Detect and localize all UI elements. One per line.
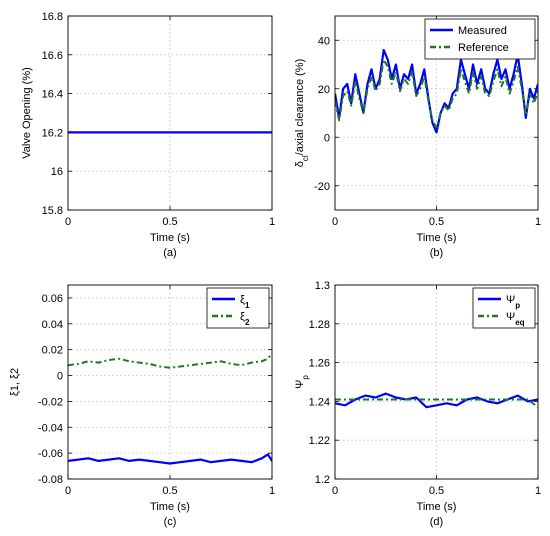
x-axis-label: Time (s) bbox=[417, 232, 457, 244]
x-axis-label: Time (s) bbox=[150, 232, 190, 244]
y-tick-label: 40 bbox=[318, 35, 330, 47]
y-tick-label: -0.08 bbox=[38, 474, 63, 486]
legend-label-main: Ψ bbox=[506, 294, 515, 306]
y-tick-label: 0.04 bbox=[42, 319, 63, 331]
legend-label: Ψp bbox=[506, 294, 520, 310]
y-tick-label: 1.2 bbox=[315, 474, 330, 486]
legend-label-sub: 1 bbox=[245, 301, 250, 310]
x-tick-label: 0.5 bbox=[162, 216, 177, 228]
y-tick-label: 1.26 bbox=[309, 358, 330, 370]
y-tick-label: 16.8 bbox=[42, 11, 63, 23]
legend-label-sub: eq bbox=[515, 318, 524, 327]
y-tick-label: 1.24 bbox=[309, 396, 330, 408]
series-line-series-0 bbox=[335, 392, 538, 409]
subplot-a: 0 0.5 1 15.8 16 16.2 16.4 16.6 16.8 Time (s) (a) Va… bbox=[21, 11, 275, 259]
legend-label-main: Ψ bbox=[506, 311, 515, 323]
subplot-d: 0 0.5 1 1.2 1.22 1.24 1.26 1.28 1.3 Time (s) (d) Ψp… bbox=[294, 280, 541, 528]
legend-label: ξ1 bbox=[240, 294, 250, 310]
subplot-caption: (a) bbox=[163, 247, 176, 259]
y-tick-label: 0.02 bbox=[42, 345, 63, 357]
series-line-series-1 bbox=[68, 352, 272, 369]
legend-label: ξ2 bbox=[240, 311, 250, 327]
legend-label: Measured bbox=[458, 25, 507, 37]
plot-frame bbox=[67, 284, 273, 480]
x-tick-label: 0.5 bbox=[429, 216, 444, 228]
series-line-series-0 bbox=[68, 453, 272, 465]
y-axis-label-main: Ψ bbox=[294, 380, 306, 389]
y-tick-label: 0.06 bbox=[42, 293, 63, 305]
series-line-series-1 bbox=[335, 58, 538, 129]
x-axis-label: Time (s) bbox=[150, 501, 190, 513]
subplot-b: 0 0.5 1 -20 0 20 40 Time (s) (b) δcl/axial cleara… bbox=[294, 15, 541, 259]
y-axis-label: Ψp bbox=[294, 375, 310, 389]
y-tick-label: 1.3 bbox=[315, 280, 330, 292]
legend-label-main: ξ bbox=[240, 294, 245, 306]
y-tick-label: -0.02 bbox=[38, 396, 63, 408]
y-tick-label: 16.4 bbox=[42, 89, 63, 101]
legend-box bbox=[424, 18, 536, 60]
y-axis-label-main: δ bbox=[294, 161, 306, 167]
x-tick-label: 0 bbox=[65, 216, 71, 228]
legend-box bbox=[206, 287, 270, 329]
y-tick-label: -20 bbox=[314, 181, 330, 193]
plot-frame bbox=[334, 15, 539, 211]
x-tick-label: 0 bbox=[65, 485, 71, 497]
subplot-caption: (b) bbox=[430, 247, 443, 259]
legend-label-main: ξ bbox=[240, 311, 245, 323]
y-tick-label: 16.2 bbox=[42, 127, 63, 139]
y-tick-label: 16.6 bbox=[42, 50, 63, 62]
subplot-caption: (d) bbox=[430, 516, 443, 528]
x-tick-label: 1 bbox=[535, 485, 541, 497]
y-tick-label: 1.28 bbox=[309, 319, 330, 331]
y-tick-label: 0 bbox=[57, 371, 63, 383]
subplot-c: 0 0.5 1 -0.08 -0.06 -0.04 -0.02 0 0.02 0.04 0.06 Ti… bbox=[9, 284, 275, 528]
legend-box bbox=[472, 287, 536, 329]
x-tick-label: 0 bbox=[332, 485, 338, 497]
legend: Measured Reference bbox=[424, 18, 536, 60]
series-line-series-1 bbox=[335, 398, 538, 408]
legend-label: Ψeq bbox=[506, 311, 525, 327]
y-tick-label: 20 bbox=[318, 84, 330, 96]
plot-frame bbox=[67, 15, 273, 211]
series-line-series-0 bbox=[335, 48, 538, 134]
x-axis-label: Time (s) bbox=[417, 501, 457, 513]
y-axis-label: δcl/axial clearance (%) bbox=[294, 59, 310, 168]
legend-label-sub: 2 bbox=[245, 318, 250, 327]
y-tick-label: 15.8 bbox=[42, 205, 63, 217]
x-tick-label: 1 bbox=[269, 485, 275, 497]
y-axis-label: ξ1, ξ2 bbox=[9, 368, 21, 396]
y-axis-label-rest: /axial clearance (%) bbox=[294, 59, 306, 156]
x-tick-label: 0.5 bbox=[162, 485, 177, 497]
x-tick-label: 0 bbox=[332, 216, 338, 228]
y-tick-label: -0.06 bbox=[38, 448, 63, 460]
x-tick-label: 1 bbox=[269, 216, 275, 228]
plot-frame bbox=[334, 284, 539, 480]
legend-label: Reference bbox=[458, 42, 509, 54]
y-axis-label: Valve Opening (%) bbox=[21, 67, 33, 159]
x-tick-label: 1 bbox=[535, 216, 541, 228]
legend-label-sub: p bbox=[515, 301, 520, 310]
y-tick-label: -0.04 bbox=[38, 422, 63, 434]
y-tick-label: 0 bbox=[324, 132, 330, 144]
y-tick-label: 1.22 bbox=[309, 435, 330, 447]
y-axis-label-sub: p bbox=[301, 375, 310, 380]
y-tick-label: 16 bbox=[51, 166, 63, 178]
y-axis-label-sub: cl bbox=[301, 155, 310, 161]
x-tick-label: 0.5 bbox=[429, 485, 444, 497]
subplot-caption: (c) bbox=[164, 516, 177, 528]
